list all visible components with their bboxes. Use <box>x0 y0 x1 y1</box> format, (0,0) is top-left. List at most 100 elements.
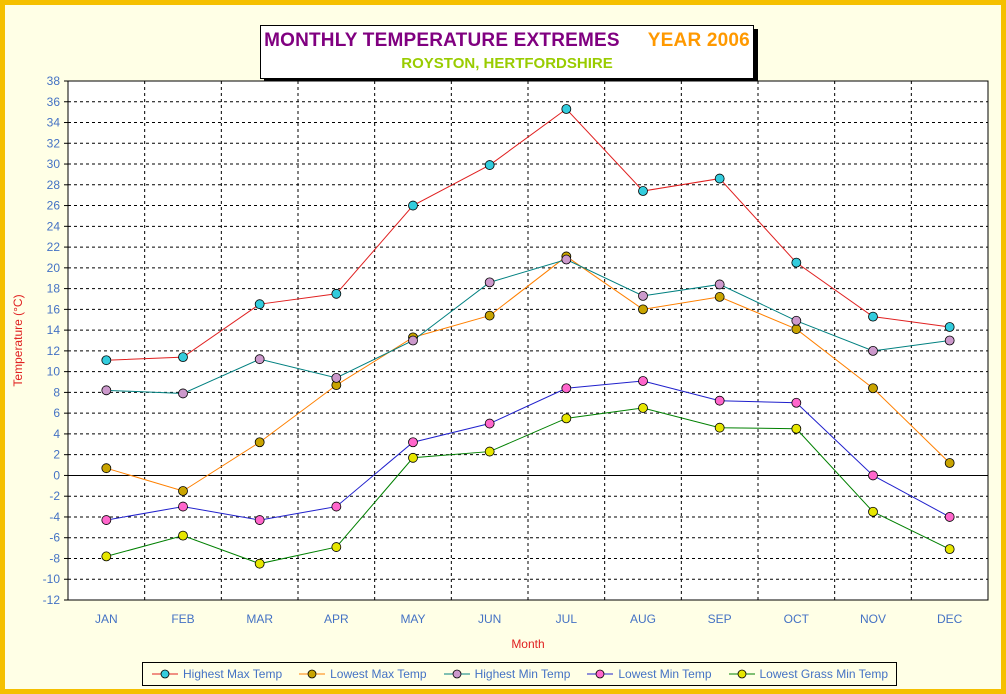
chart-title: MONTHLY TEMPERATURE EXTREMES <box>264 30 620 51</box>
x-tick-label: MAY <box>400 612 425 626</box>
series-5-point <box>561 413 572 424</box>
y-tick-label: 26 <box>47 199 61 213</box>
series-1-point <box>484 160 495 170</box>
series-1-point <box>561 104 572 114</box>
series-3-point <box>331 372 342 383</box>
y-tick-label: 36 <box>47 95 61 109</box>
series-1-point <box>408 200 418 211</box>
series-3-point <box>101 385 112 396</box>
title-box: MONTHLY TEMPERATURE EXTREMES YEAR 2006 RO… <box>260 25 754 79</box>
y-axis-label: Temperature (°C) <box>11 294 25 386</box>
series-line-4 <box>106 380 950 521</box>
legend-item: Highest Min Temp <box>443 667 571 681</box>
y-tick-label: 14 <box>47 323 61 337</box>
series-4-point <box>561 383 572 394</box>
series-5-point <box>331 542 342 552</box>
series-4-point <box>408 437 418 448</box>
x-tick-label: JAN <box>95 612 118 626</box>
series-5-point <box>791 423 802 434</box>
series-2-point <box>714 292 725 302</box>
series-3-point <box>178 388 188 399</box>
y-tick-label: 24 <box>47 219 61 233</box>
y-tick-label: 20 <box>47 261 61 275</box>
series-3-point <box>484 277 495 288</box>
x-tick-label: JUN <box>478 612 501 626</box>
legend-item: Highest Max Temp <box>151 667 282 681</box>
y-tick-label: -6 <box>49 531 60 545</box>
series-4-point <box>484 418 495 429</box>
chart-legend: Highest Max Temp Lowest Max Temp Highest M… <box>142 662 897 686</box>
series-1-point <box>714 173 725 184</box>
series-1-point <box>791 257 802 268</box>
x-tick-label: DEC <box>937 612 963 626</box>
series-2-point <box>868 383 878 394</box>
series-3-point <box>638 290 648 301</box>
series-5-point <box>944 544 955 555</box>
legend-item: Lowest Max Temp <box>298 667 427 681</box>
x-tick-label: APR <box>324 612 349 626</box>
series-3-point <box>254 354 265 365</box>
y-tick-label: 10 <box>47 365 61 379</box>
y-tick-label: 12 <box>47 344 61 358</box>
series-2-point <box>254 437 265 448</box>
series-5-point <box>714 422 725 433</box>
series-4-point <box>714 395 725 406</box>
plot-border <box>67 80 989 601</box>
y-tick-label: 2 <box>53 448 60 462</box>
series-1-point <box>178 352 188 363</box>
series-5-point <box>254 558 265 569</box>
x-tick-label: AUG <box>630 612 656 626</box>
series-3-point <box>714 279 725 290</box>
series-5-point <box>868 506 878 517</box>
series-2-point <box>178 486 188 496</box>
legend-label: Lowest Max Temp <box>330 667 427 681</box>
legend-item: Lowest Grass Min Temp <box>728 667 889 681</box>
series-4-point <box>944 512 955 522</box>
legend-label: Lowest Min Temp <box>618 667 712 681</box>
x-tick-label: NOV <box>860 612 886 626</box>
series-1-point <box>254 299 265 310</box>
x-tick-label: FEB <box>171 612 194 626</box>
y-tick-label: 18 <box>47 282 61 296</box>
series-1-point <box>944 322 955 332</box>
y-tick-label: 32 <box>47 136 61 150</box>
legend-swatch <box>443 669 470 679</box>
legend-label: Lowest Grass Min Temp <box>759 667 889 681</box>
legend-label: Highest Min Temp <box>474 667 571 681</box>
series-5-point <box>484 446 495 457</box>
y-tick-label: -4 <box>49 510 60 524</box>
series-line-5 <box>106 407 950 565</box>
y-tick-label: 38 <box>47 74 61 88</box>
series-2-point <box>484 310 495 321</box>
y-tick-label: 6 <box>53 406 60 420</box>
series-1-point <box>101 355 112 366</box>
series-3-point <box>791 315 802 326</box>
series-3-point <box>944 335 955 346</box>
title-line: MONTHLY TEMPERATURE EXTREMES YEAR 2006 <box>261 30 753 52</box>
x-tick-label: JUL <box>556 612 578 626</box>
series-5-point <box>101 551 112 562</box>
series-5-point <box>178 530 188 541</box>
series-5-point <box>408 452 418 463</box>
series-3-point <box>561 254 572 265</box>
x-tick-label: MAR <box>246 612 273 626</box>
y-tick-label: 34 <box>47 116 61 130</box>
y-tick-label: 0 <box>53 468 60 482</box>
series-4-point <box>254 515 265 525</box>
legend-label: Highest Max Temp <box>182 667 283 681</box>
series-line-3 <box>106 259 950 394</box>
series-2-point <box>791 324 802 334</box>
series-4-point <box>791 397 802 408</box>
x-tick-label: SEP <box>708 612 732 626</box>
series-4-point <box>178 501 188 512</box>
series-3-point <box>868 345 878 356</box>
series-5-point <box>638 403 648 413</box>
chart-subtitle: ROYSTON, HERTFORDSHIRE <box>401 55 613 72</box>
legend-swatch <box>587 669 614 679</box>
series-2-point <box>101 463 112 474</box>
y-tick-label: 4 <box>53 427 60 441</box>
y-tick-label: 22 <box>47 240 61 254</box>
y-tick-label: -10 <box>43 572 61 586</box>
y-tick-label: 28 <box>47 178 61 192</box>
